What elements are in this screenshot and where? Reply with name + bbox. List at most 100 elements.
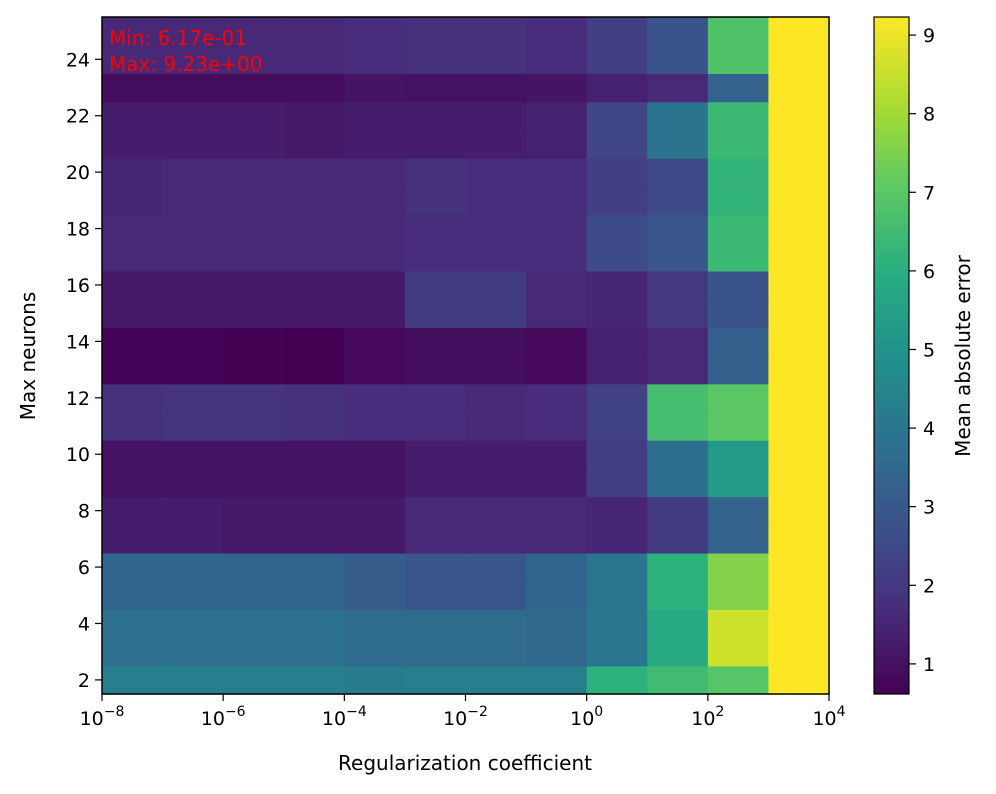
- heatmap-cell: [283, 468, 345, 498]
- heatmap-cell: [647, 552, 709, 582]
- heatmap-cell: [465, 581, 527, 610]
- heatmap-cell: [647, 73, 709, 103]
- heatmap-cell: [404, 383, 467, 413]
- heatmap-cell: [223, 665, 285, 695]
- heatmap-cell: [707, 355, 770, 385]
- heatmap-cell: [344, 242, 406, 272]
- heatmap-cell: [344, 45, 406, 75]
- heatmap-cell: [768, 17, 830, 46]
- heatmap-cell: [102, 101, 164, 131]
- heatmap-cell: [344, 327, 406, 357]
- x-tick-label: 102: [691, 704, 724, 730]
- heatmap-cell: [586, 101, 648, 131]
- heatmap-cell: [586, 129, 648, 159]
- heatmap-cell: [404, 665, 467, 695]
- heatmap-cell: [465, 45, 527, 75]
- heatmap-cell: [465, 101, 527, 131]
- heatmap-cell: [223, 186, 285, 216]
- heatmap-cell: [707, 327, 770, 357]
- heatmap-cell: [102, 270, 164, 300]
- colorbar: [873, 16, 910, 695]
- heatmap-cell: [586, 299, 648, 328]
- heatmap-cell: [586, 609, 648, 639]
- heatmap-cell: [344, 73, 406, 103]
- heatmap-cell: [586, 552, 648, 582]
- max-annotation: Max: 9.23e+00: [109, 52, 263, 76]
- heatmap-cell: [223, 129, 285, 159]
- y-tick-label: 22: [66, 106, 90, 128]
- heatmap-cell: [102, 214, 164, 244]
- heatmap-cell: [647, 383, 709, 413]
- y-tick-label: 24: [66, 49, 90, 71]
- heatmap-cell: [102, 73, 164, 103]
- x-axis-label: Regularization coefficient: [338, 751, 592, 775]
- heatmap-cell: [707, 45, 770, 75]
- heatmap-cell: [586, 355, 648, 385]
- heatmap-cell: [768, 637, 830, 667]
- colorbar-tick-label: 1: [923, 654, 935, 676]
- heatmap-cell: [283, 158, 345, 187]
- y-tick-label: 8: [78, 501, 90, 523]
- heatmap-cell: [283, 355, 345, 385]
- y-tick-label: 18: [66, 219, 90, 241]
- colorbar-tick-label: 2: [923, 575, 935, 597]
- heatmap-cell: [283, 17, 345, 46]
- heatmap-cell: [344, 101, 406, 131]
- heatmap-cell: [162, 581, 224, 610]
- heatmap-cell: [586, 186, 648, 216]
- heatmap-cell: [344, 524, 406, 554]
- colorbar-tick-label: 3: [923, 497, 935, 519]
- heatmap-cell: [404, 411, 467, 441]
- heatmap-cell: [223, 524, 285, 554]
- heatmap-cell: [647, 214, 709, 244]
- heatmap-cell: [526, 17, 588, 46]
- heatmap-cell: [707, 411, 770, 441]
- heatmap-cell: [707, 242, 770, 272]
- colorbar-tick-label: 8: [923, 104, 935, 126]
- heatmap-cell: [647, 637, 709, 667]
- heatmap-cell: [283, 581, 345, 610]
- heatmap-cell: [526, 45, 588, 75]
- heatmap-cell: [283, 299, 345, 328]
- heatmap-cell: [344, 552, 406, 582]
- heatmap-cell: [102, 299, 164, 328]
- heatmap-cell: [223, 637, 285, 667]
- heatmap-cell: [162, 496, 224, 526]
- heatmap-cell: [586, 158, 648, 187]
- heatmap-cell: [223, 411, 285, 441]
- heatmap-cell: [586, 270, 648, 300]
- heatmap-cell: [707, 552, 770, 582]
- heatmap-cell: [707, 383, 770, 413]
- heatmap-cell: [162, 637, 224, 667]
- heatmap-cell: [465, 270, 527, 300]
- heatmap-cell: [707, 581, 770, 610]
- heatmap-cell: [647, 355, 709, 385]
- heatmap-cell: [465, 355, 527, 385]
- heatmap-cell: [404, 242, 467, 272]
- heatmap-cell: [223, 552, 285, 582]
- heatmap-cell: [768, 101, 830, 131]
- heatmap-cell: [102, 242, 164, 272]
- heatmap-cell: [768, 45, 830, 75]
- heatmap-cell: [465, 524, 527, 554]
- x-tick-label: 100: [570, 704, 603, 730]
- heatmap-cell: [707, 101, 770, 131]
- colorbar-label: Mean absolute error: [951, 254, 975, 456]
- heatmap-cell: [102, 581, 164, 610]
- heatmap-cell: [223, 440, 285, 469]
- y-tick-label: 16: [66, 275, 90, 297]
- heatmap-cell: [586, 327, 648, 357]
- heatmap-cell: [768, 468, 830, 498]
- heatmap-cell: [768, 186, 830, 216]
- heatmap-cell: [768, 129, 830, 159]
- heatmap-cell: [526, 609, 588, 639]
- heatmap-cell: [647, 440, 709, 469]
- heatmap-cell: [707, 299, 770, 328]
- heatmap-cell: [223, 158, 285, 187]
- heatmap-cell: [707, 129, 770, 159]
- y-tick-label: 10: [66, 444, 90, 466]
- heatmap-cell: [344, 665, 406, 695]
- heatmap-cell: [102, 552, 164, 582]
- heatmap-cell: [223, 581, 285, 610]
